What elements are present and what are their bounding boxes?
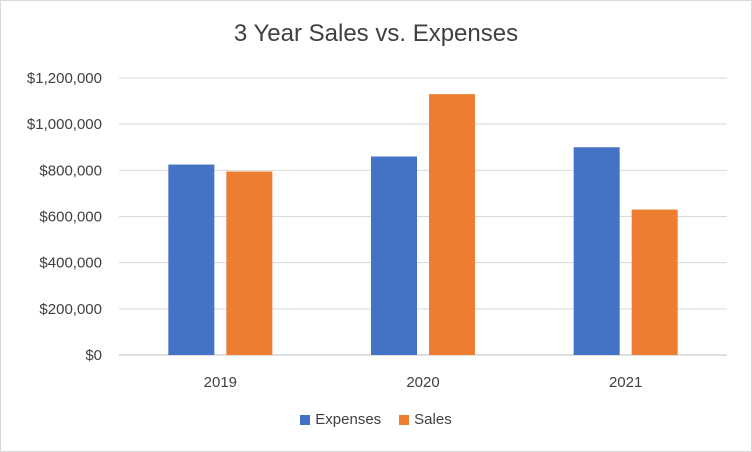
legend-item-sales: Sales bbox=[399, 411, 452, 428]
bar-expenses-2020 bbox=[371, 156, 417, 355]
chart-legend: Expenses Sales bbox=[1, 411, 751, 428]
bar-sales-2020 bbox=[429, 94, 475, 356]
y-tick-label: $600,000 bbox=[39, 209, 102, 226]
y-tick-label: $200,000 bbox=[39, 301, 102, 318]
legend-label: Sales bbox=[414, 411, 452, 428]
y-tick-label: $1,200,000 bbox=[27, 70, 102, 87]
bar-sales-2021 bbox=[631, 209, 678, 355]
x-tick-label: 2019 bbox=[204, 374, 237, 391]
legend-swatch bbox=[300, 414, 311, 425]
bar-sales-2019 bbox=[226, 171, 273, 355]
y-tick-label: $0 bbox=[85, 347, 102, 364]
x-tick-label: 2021 bbox=[609, 374, 642, 391]
legend-item-expenses: Expenses bbox=[300, 411, 381, 428]
legend-swatch bbox=[399, 414, 410, 425]
y-tick-label: $800,000 bbox=[39, 162, 102, 179]
y-tick-label: $1,000,000 bbox=[27, 116, 102, 133]
y-tick-label: $400,000 bbox=[39, 255, 102, 272]
legend-label: Expenses bbox=[315, 411, 382, 428]
chart-title: 3 Year Sales vs. Expenses bbox=[233, 20, 519, 47]
x-tick-label: 2020 bbox=[406, 374, 439, 391]
bar-expenses-2019 bbox=[168, 164, 215, 355]
bar-expenses-2021 bbox=[573, 147, 620, 355]
